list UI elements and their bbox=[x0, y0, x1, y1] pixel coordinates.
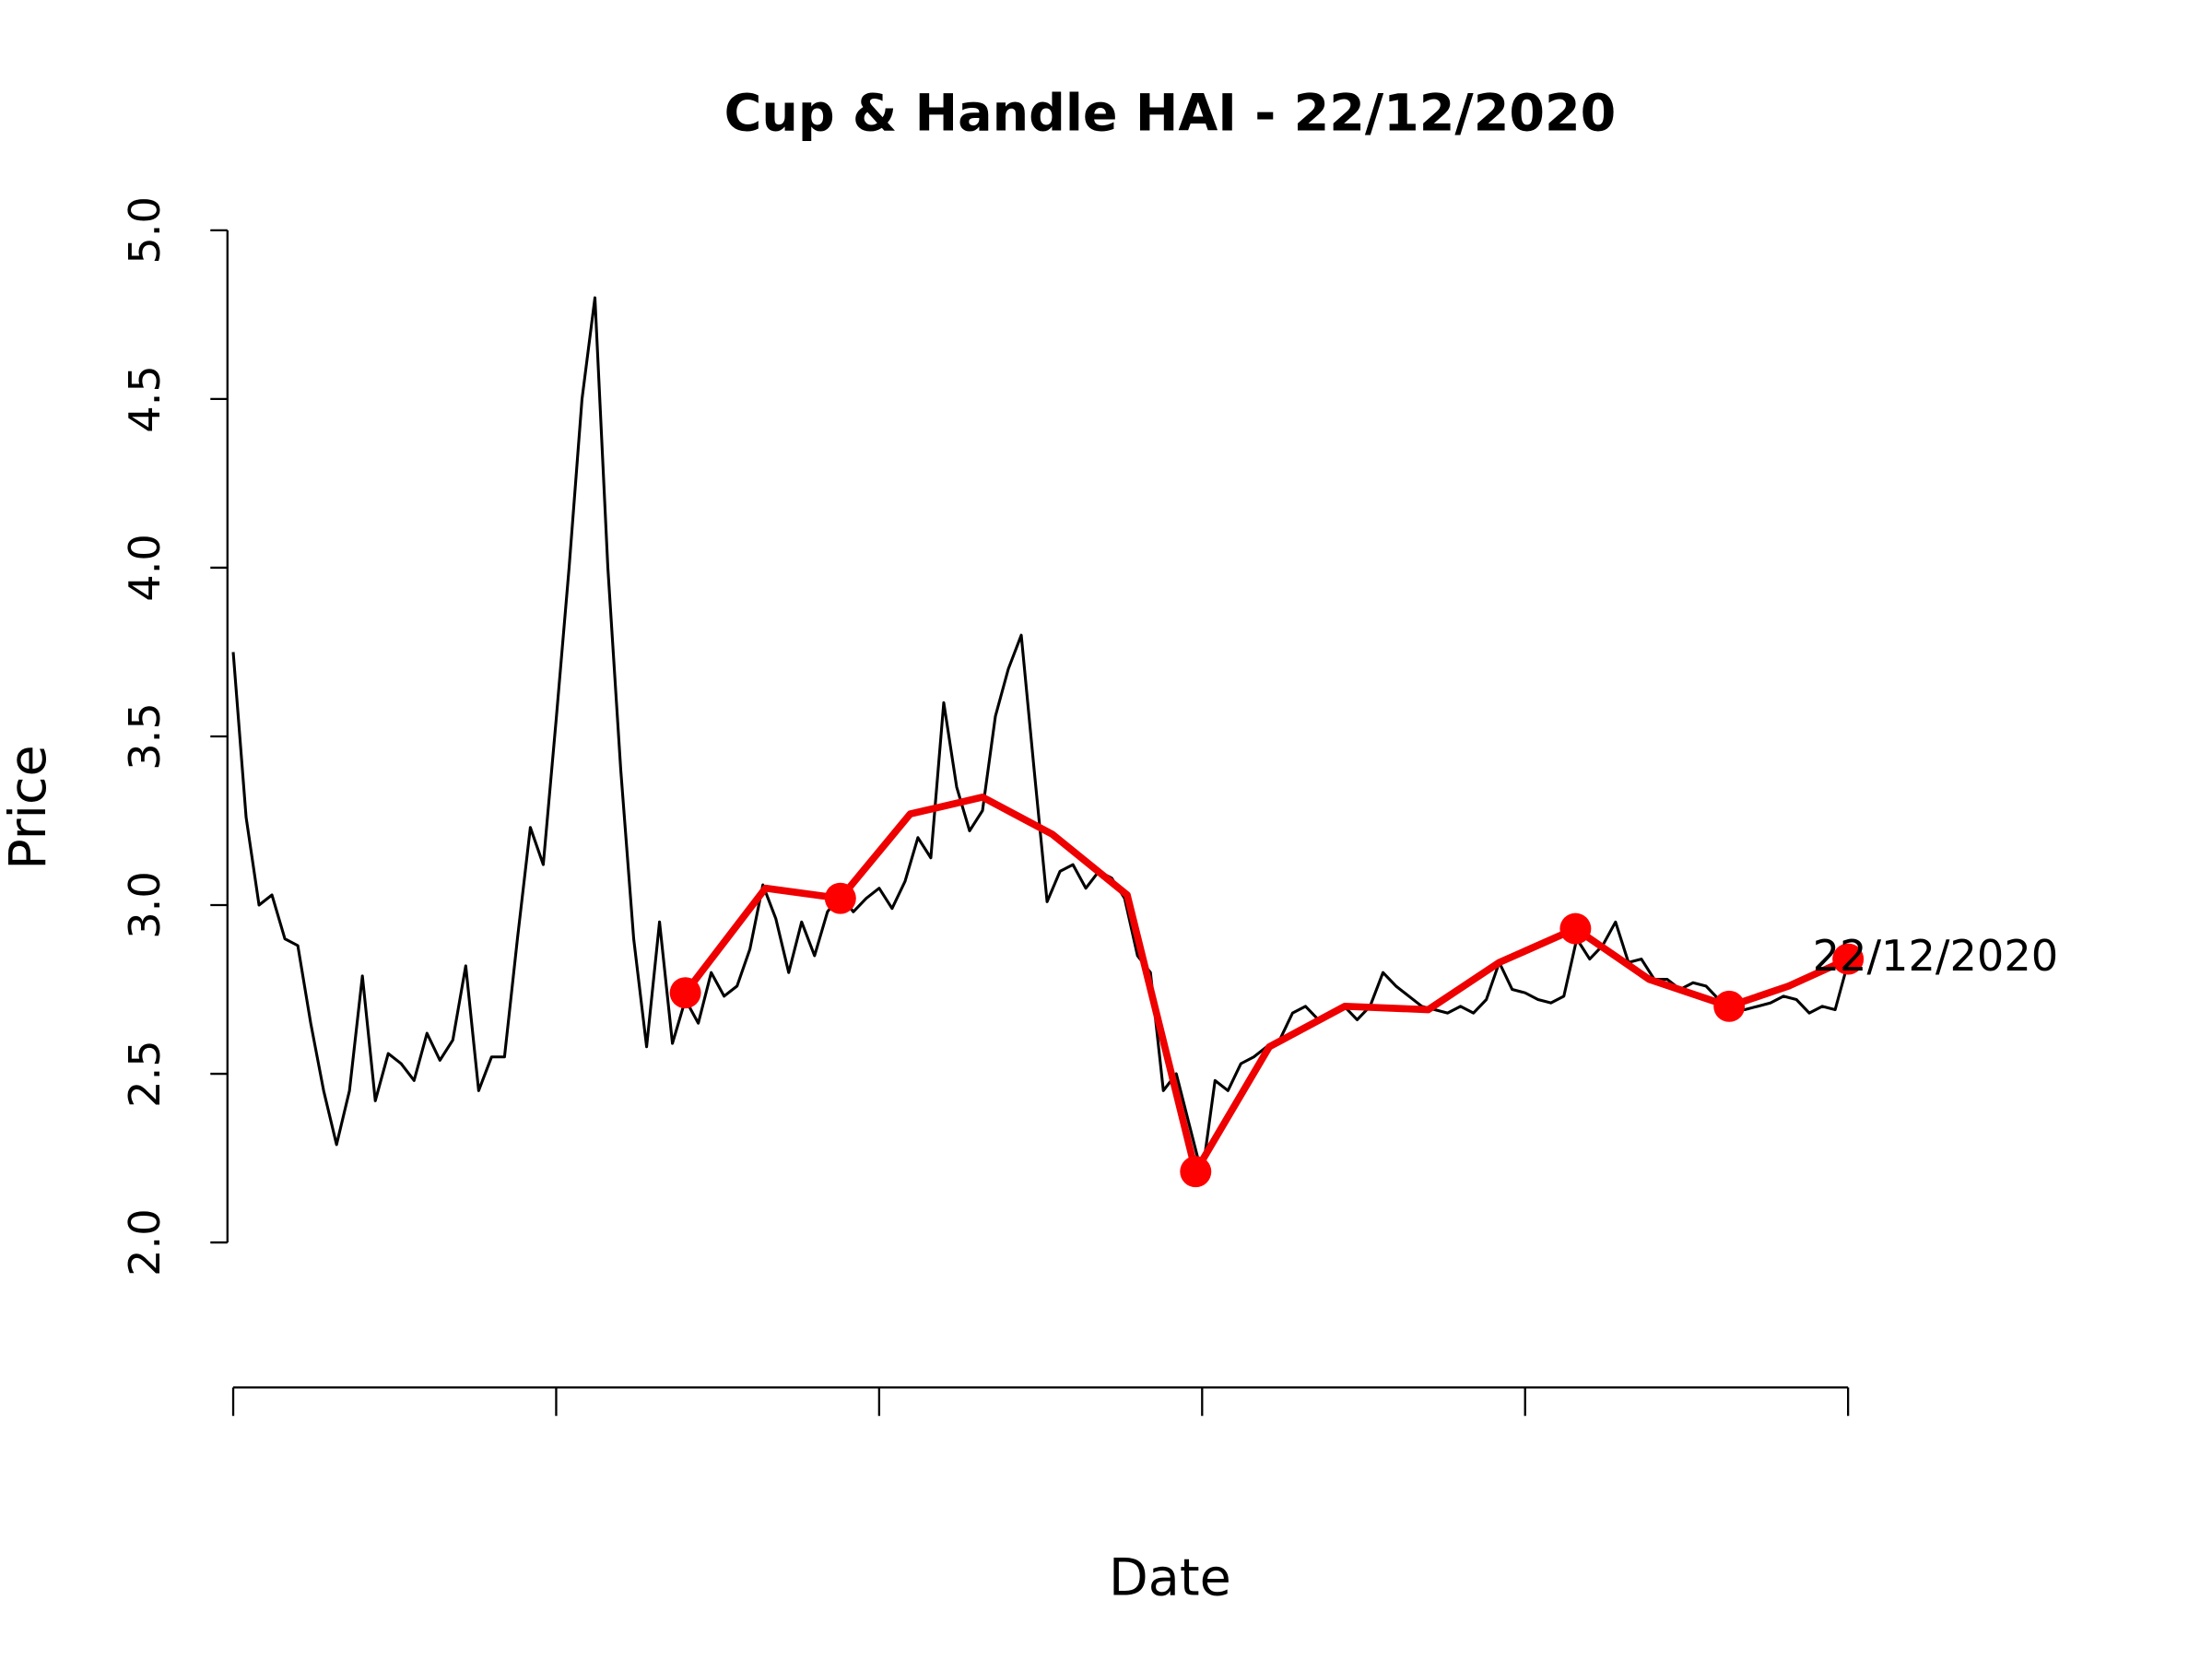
y-tick-label: 3.5 bbox=[120, 702, 170, 771]
point-marker bbox=[824, 882, 856, 914]
point-marker bbox=[1180, 1156, 1212, 1188]
y-tick-label: 3.0 bbox=[120, 871, 170, 939]
y-tick-label: 2.5 bbox=[120, 1040, 170, 1108]
x-axis-title: Date bbox=[1109, 1547, 1231, 1607]
point-marker bbox=[1559, 912, 1592, 945]
chart-title: Cup & Handle HAI - 22/12/2020 bbox=[724, 84, 1617, 144]
point-marker bbox=[1713, 990, 1746, 1022]
y-tick-label: 4.5 bbox=[120, 365, 170, 433]
y-tick-label: 4.0 bbox=[120, 534, 170, 602]
y-tick-label: 2.0 bbox=[120, 1208, 170, 1277]
annotation: 22/12/2020 bbox=[1813, 931, 2059, 981]
y-axis-title: Price bbox=[0, 745, 58, 869]
price-line bbox=[682, 794, 1850, 1176]
y-tick-label: 5.0 bbox=[120, 196, 170, 265]
point-marker bbox=[1832, 943, 1865, 975]
point-marker bbox=[669, 977, 701, 1009]
